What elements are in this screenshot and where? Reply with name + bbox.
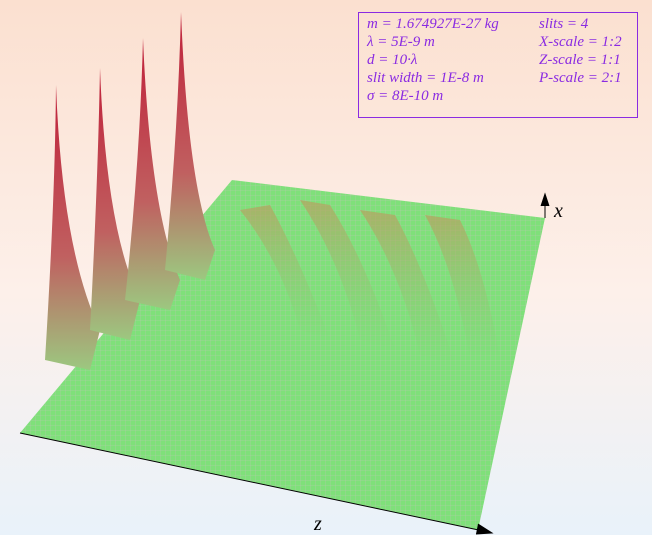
z-axis-label: z [313,513,322,535]
info-line: λ = 5E-9 m [367,33,539,51]
info-line: X-scale = 1:2 [539,33,622,51]
x-axis-label: x [553,200,563,222]
info-line: Z-scale = 1:1 [539,51,622,69]
info-line: m = 1.674927E-27 kg [367,15,539,33]
screen: x z m = 1.674927E-27 kgλ = 5E-9 md = 10·… [0,0,652,535]
info-line: d = 10·λ [367,51,539,69]
info-line: P-scale = 2:1 [539,69,622,87]
info-line: σ = 8E-10 m [367,87,539,105]
info-line: slit width = 1E-8 m [367,69,539,87]
info-line: slits = 4 [539,15,622,33]
